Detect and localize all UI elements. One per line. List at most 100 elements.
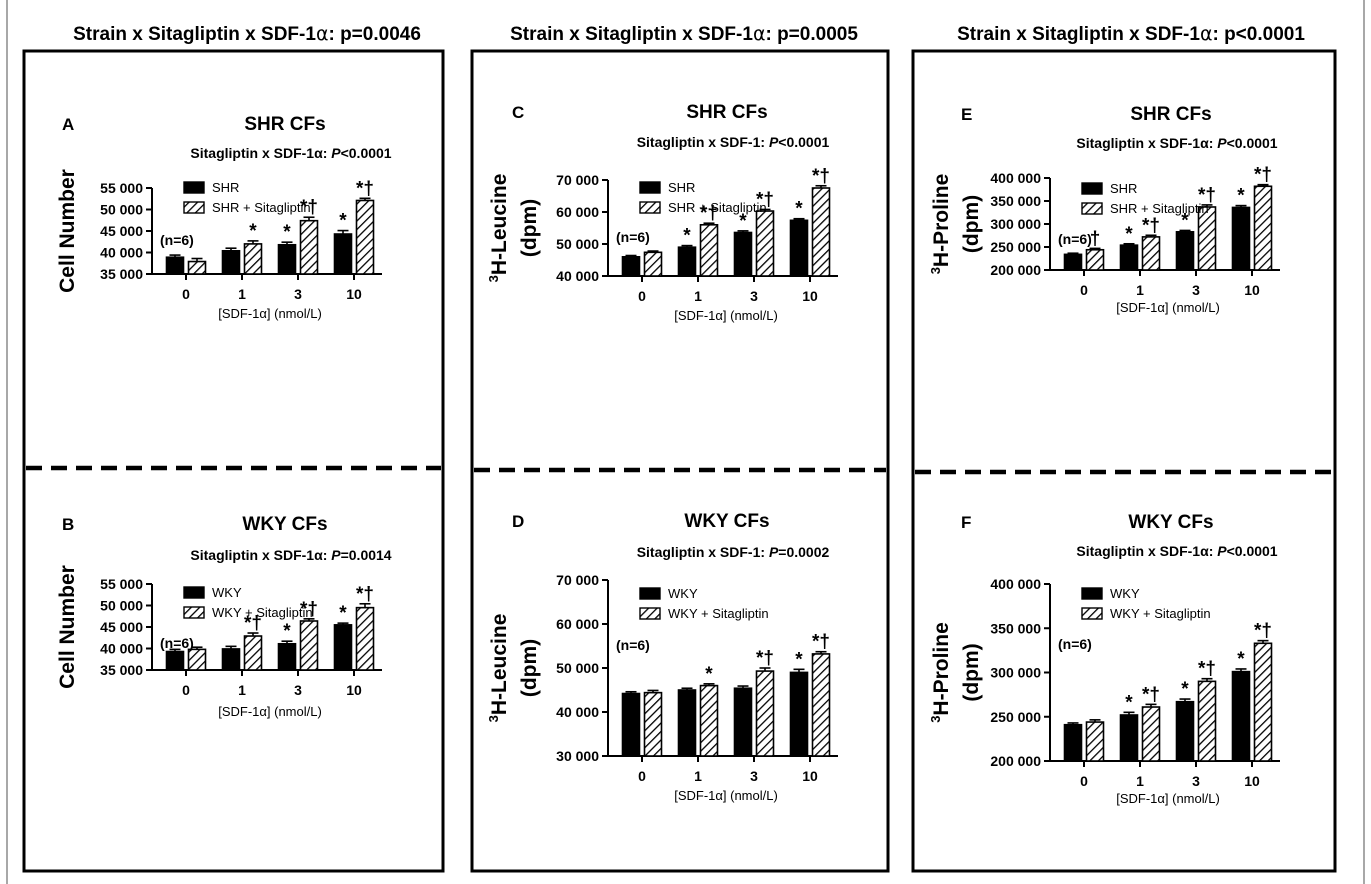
panel-letter: E xyxy=(961,105,972,124)
bar-control xyxy=(1231,206,1251,271)
chart-title: SHR CFs xyxy=(244,114,325,135)
y-axis-label: Cell Number xyxy=(56,169,79,293)
column-header: Strain x Sitagliptin x SDF-1α: p=0.0005 xyxy=(510,23,858,45)
legend-swatch-control xyxy=(1081,182,1103,195)
legend-label: SHR xyxy=(1110,181,1137,196)
y-tick-label: 50 000 xyxy=(100,598,143,614)
x-tick-label: 1 xyxy=(238,682,246,698)
significance-mark: † xyxy=(1090,228,1101,249)
y-tick-label: 40 000 xyxy=(100,245,143,261)
y-tick-label: 350 000 xyxy=(990,620,1041,636)
chart-title: SHR CFs xyxy=(686,102,767,123)
y-tick-label: 250 000 xyxy=(990,239,1041,255)
y-axis-label: (dpm) xyxy=(960,643,983,701)
y-tick-label: 70 000 xyxy=(556,572,599,588)
chart-title: WKY CFs xyxy=(684,511,769,532)
subtitle-suffix: =0.0002 xyxy=(778,544,829,560)
y-axis-label-superscript: 3 xyxy=(486,275,501,282)
legend-label: WKY xyxy=(1110,586,1140,601)
significance-mark: * xyxy=(249,221,257,242)
bar-control xyxy=(1063,723,1083,762)
x-tick-label: 0 xyxy=(1080,773,1088,789)
subtitle-suffix: <0.0001 xyxy=(1227,543,1278,559)
bar-control xyxy=(277,642,297,671)
y-axis-label: (dpm) xyxy=(960,195,983,253)
legend-label: SHR xyxy=(668,180,695,195)
y-tick-label: 60 000 xyxy=(556,204,599,220)
chart-subtitle: Sitagliptin x SDF-1α: P<0.0001 xyxy=(190,145,391,161)
legend-label: SHR + Sitagliptin xyxy=(1110,201,1209,216)
subtitle-p: P xyxy=(1217,543,1227,559)
x-tick-label: 3 xyxy=(1192,773,1200,789)
x-tick-label: 10 xyxy=(802,288,818,304)
subtitle-p: P xyxy=(331,145,341,161)
significance-mark: * xyxy=(795,649,803,670)
x-axis-label: [SDF-1α] (nmol/L) xyxy=(1116,300,1220,315)
significance-mark: *† xyxy=(356,178,374,199)
y-tick-label: 40 000 xyxy=(556,704,599,720)
legend-swatch-sitagliptin xyxy=(639,201,661,214)
legend-label: SHR + Sitagliptin xyxy=(668,200,767,215)
bar-control xyxy=(165,256,185,275)
significance-mark: * xyxy=(739,211,747,232)
panel-letter: F xyxy=(961,513,971,532)
y-tick-label: 70 000 xyxy=(556,172,599,188)
y-axis-label: 3H-Leucine xyxy=(486,614,511,723)
bar-sitagliptin xyxy=(1253,642,1273,762)
bar-control xyxy=(677,689,697,757)
y-tick-label: 250 000 xyxy=(990,709,1041,725)
header-suffix: : p<0.0001 xyxy=(1212,24,1305,45)
bar-control xyxy=(221,249,241,275)
significance-mark: * xyxy=(339,211,347,232)
significance-mark: *† xyxy=(756,189,774,210)
significance-mark: * xyxy=(1181,679,1189,700)
bar-sitagliptin xyxy=(1085,248,1105,271)
y-tick-label: 50 000 xyxy=(100,202,143,218)
y-tick-label: 300 000 xyxy=(990,665,1041,681)
y-axis-label-text: H-Proline xyxy=(930,174,953,267)
n-label: (n=6) xyxy=(616,637,650,653)
y-tick-label: 200 000 xyxy=(990,262,1041,278)
legend-swatch-control xyxy=(639,181,661,194)
y-tick-label: 400 000 xyxy=(990,170,1041,186)
legend-label: SHR xyxy=(212,180,239,195)
header-prefix: Strain x Sitagliptin x SDF-1 xyxy=(957,24,1200,45)
x-tick-label: 0 xyxy=(638,768,646,784)
significance-mark: *† xyxy=(1254,165,1272,186)
bar-sitagliptin xyxy=(355,606,375,671)
y-tick-label: 40 000 xyxy=(556,268,599,284)
bar-sitagliptin xyxy=(1085,721,1105,762)
x-tick-label: 1 xyxy=(694,768,702,784)
legend-label: WKY xyxy=(668,586,698,601)
significance-mark: * xyxy=(283,621,291,642)
x-tick-label: 0 xyxy=(182,682,190,698)
bar-control xyxy=(789,671,809,757)
bar-sitagliptin xyxy=(1253,185,1273,271)
chart-subtitle: Sitagliptin x SDF-1α: P<0.0001 xyxy=(1076,543,1277,559)
subtitle-suffix: <0.0001 xyxy=(1227,135,1278,151)
n-label: (n=6) xyxy=(160,635,194,651)
significance-mark: *† xyxy=(1198,185,1216,206)
x-tick-label: 0 xyxy=(1080,282,1088,298)
x-tick-label: 1 xyxy=(694,288,702,304)
legend-swatch-sitagliptin xyxy=(1081,202,1103,215)
y-axis-label: Cell Number xyxy=(56,565,79,689)
y-tick-label: 30 000 xyxy=(556,748,599,764)
subtitle-suffix: <0.0001 xyxy=(778,134,829,150)
bar-control xyxy=(733,231,753,277)
bar-control xyxy=(333,624,353,671)
legend-label: SHR + Sitagliptin xyxy=(212,200,311,215)
chart-A: A SHR CFs Sitagliptin x SDF-1α: P<0.0001 Ce… xyxy=(56,114,392,321)
y-tick-label: 400 000 xyxy=(990,576,1041,592)
bar-control xyxy=(621,692,641,757)
x-axis-label: [SDF-1α] (nmol/L) xyxy=(218,306,322,321)
bar-sitagliptin xyxy=(243,243,263,275)
x-tick-label: 3 xyxy=(294,682,302,698)
header-suffix: : p=0.0046 xyxy=(328,24,420,45)
legend-swatch-control xyxy=(639,587,661,600)
y-tick-label: 55 000 xyxy=(100,576,143,592)
x-tick-label: 1 xyxy=(1136,773,1144,789)
chart-title: WKY CFs xyxy=(1128,512,1213,533)
